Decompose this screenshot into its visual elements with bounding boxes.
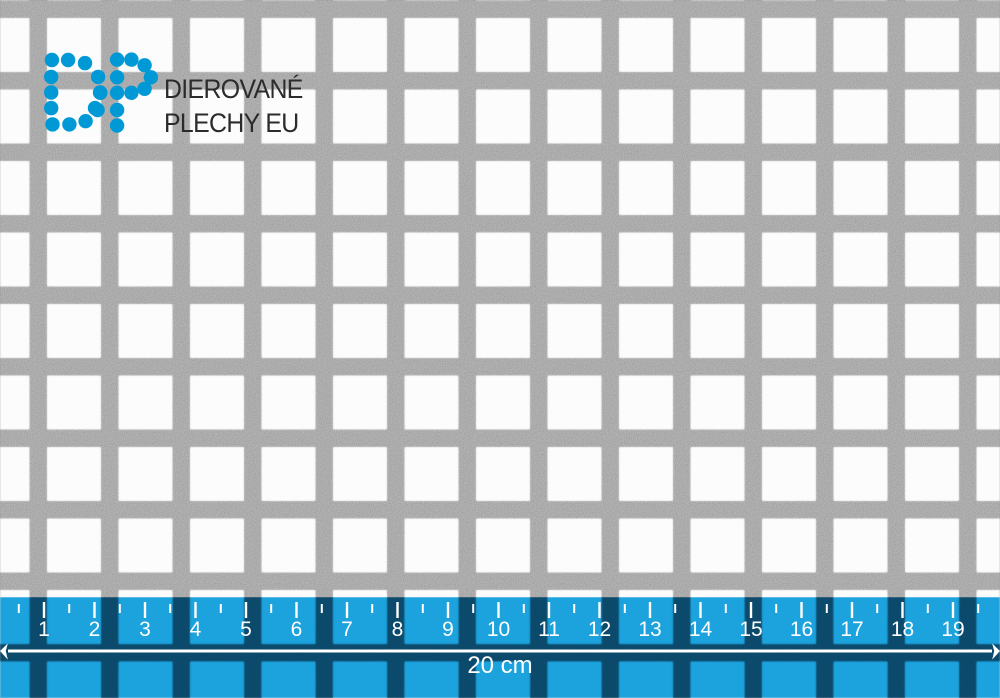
svg-text:8: 8 [392, 618, 404, 641]
svg-text:12: 12 [588, 618, 611, 641]
svg-text:16: 16 [790, 618, 813, 641]
svg-text:9: 9 [442, 618, 454, 641]
svg-text:19: 19 [941, 618, 964, 641]
svg-text:11: 11 [538, 618, 560, 641]
svg-text:5: 5 [240, 618, 252, 641]
svg-text:1: 1 [38, 618, 50, 641]
svg-text:13: 13 [638, 618, 661, 641]
svg-text:15: 15 [739, 618, 762, 641]
svg-text:20 cm: 20 cm [467, 652, 532, 679]
svg-text:18: 18 [891, 618, 914, 641]
svg-text:7: 7 [341, 618, 353, 641]
svg-text:6: 6 [291, 618, 303, 641]
svg-text:10: 10 [487, 618, 510, 641]
svg-text:2: 2 [89, 618, 101, 641]
svg-text:17: 17 [840, 618, 863, 641]
svg-text:14: 14 [689, 618, 713, 641]
svg-text:3: 3 [139, 618, 151, 641]
svg-text:4: 4 [190, 618, 202, 641]
